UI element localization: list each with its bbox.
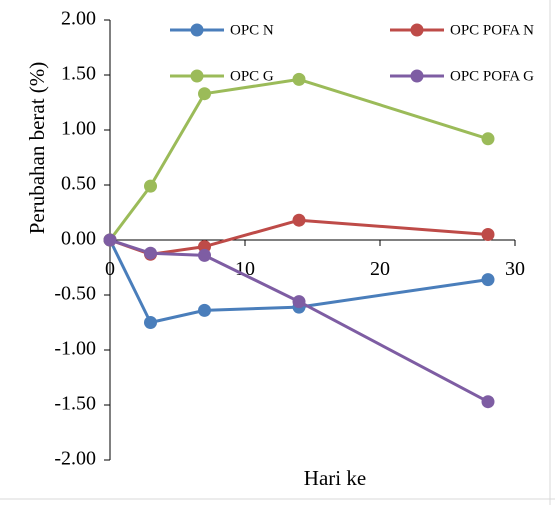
series-opc-n — [103, 233, 495, 329]
legend: OPC N OPC POFA N OPC G OPC POFA G — [170, 22, 534, 84]
y-axis-title: Perubahan berat (%) — [25, 62, 49, 235]
data-point — [198, 87, 211, 101]
x-axis: 0 10 20 30 — [105, 239, 525, 280]
legend-entry: OPC POFA N — [390, 22, 534, 38]
data-point — [144, 179, 157, 193]
legend-label: OPC POFA G — [450, 68, 534, 84]
y-tick-label: 1.00 — [61, 118, 96, 140]
data-point — [481, 273, 495, 287]
series-opc-pofa-g — [103, 233, 495, 409]
y-tick-label: 0.00 — [61, 228, 96, 250]
x-tick-label: 10 — [235, 258, 255, 280]
x-tick-label: 30 — [505, 258, 525, 280]
data-point — [198, 303, 211, 317]
legend-label: OPC POFA N — [450, 22, 534, 38]
y-axis: 2.00 1.50 1.00 0.50 0.00 -0.50 -1.00 -1.50 -2.00 — [54, 8, 111, 470]
data-point — [198, 248, 211, 262]
legend-swatch-marker — [410, 23, 424, 37]
legend-swatch-marker — [190, 69, 204, 83]
legend-entry: OPC POFA G — [390, 68, 534, 84]
data-point — [103, 233, 117, 247]
legend-entry: OPC N — [170, 22, 274, 38]
data-point — [292, 72, 306, 86]
y-tick-label: -0.50 — [54, 283, 96, 305]
legend-swatch-marker — [410, 69, 424, 83]
legend-swatch-marker — [190, 23, 204, 37]
data-point — [144, 316, 157, 329]
y-tick-label: 1.50 — [61, 63, 96, 85]
y-tick-label: -1.50 — [54, 393, 96, 415]
data-point — [481, 395, 495, 409]
series-line — [109, 238, 489, 404]
y-tick-label: 2.00 — [61, 8, 96, 30]
series-layer — [103, 72, 495, 409]
data-point — [292, 295, 306, 309]
x-axis-title: Hari ke — [304, 466, 366, 490]
data-point — [292, 213, 306, 227]
y-tick-label: -1.00 — [54, 338, 96, 360]
y-tick-label: 0.50 — [61, 173, 96, 195]
legend-label: OPC G — [230, 68, 274, 84]
data-point — [144, 246, 157, 260]
data-point — [481, 132, 495, 146]
x-tick-label: 0 — [105, 258, 115, 280]
x-tick-label: 20 — [370, 258, 390, 280]
y-tick-label: -2.00 — [54, 448, 96, 470]
data-point — [481, 228, 495, 241]
legend-label: OPC N — [230, 22, 274, 38]
legend-entry: OPC G — [170, 68, 274, 84]
